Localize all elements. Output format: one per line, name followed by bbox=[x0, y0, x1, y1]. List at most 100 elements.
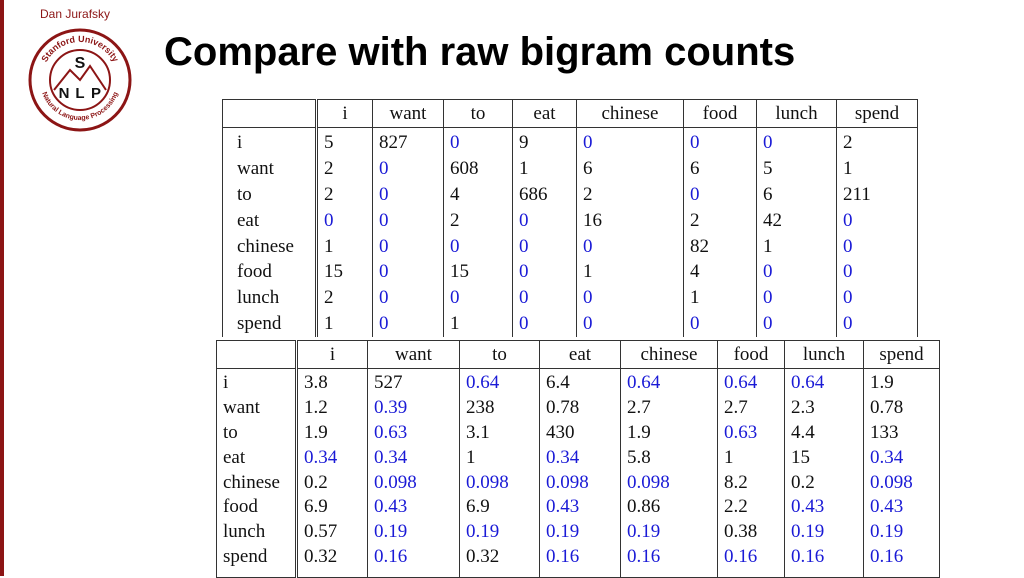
counts-column-header: to bbox=[443, 99, 513, 128]
counts-cell: 0 bbox=[756, 311, 837, 338]
reconstituted-cell: 0.098 bbox=[863, 470, 940, 495]
reconstituted-row-label: i bbox=[216, 367, 297, 396]
reconstituted-cell: 0.43 bbox=[539, 494, 621, 520]
reconstituted-cell: 1 bbox=[459, 445, 540, 471]
reconstituted-cell: 0.16 bbox=[367, 544, 460, 578]
bigram-counts-table: i want to eat chinese food lunch spend i 5 827 0 9 0 0… bbox=[222, 99, 918, 338]
logo-letter-p: P bbox=[91, 85, 101, 102]
slide-title: Compare with raw bigram counts bbox=[164, 30, 796, 74]
reconstituted-cell: 1 bbox=[717, 445, 785, 471]
counts-cell: 2 bbox=[576, 181, 684, 208]
counts-cell: 1 bbox=[683, 285, 757, 312]
counts-cell: 211 bbox=[836, 181, 918, 208]
reconstituted-column-header: i bbox=[295, 340, 368, 369]
reconstituted-cell: 0.19 bbox=[784, 519, 864, 545]
counts-row-label: chinese bbox=[222, 233, 317, 260]
counts-cell: 4 bbox=[443, 181, 513, 208]
stanford-nlp-logo: Stanford University Natural Language Pro… bbox=[28, 28, 132, 132]
counts-cell: 9 bbox=[512, 126, 577, 156]
counts-cell: 0 bbox=[372, 155, 444, 182]
reconstituted-row: food 6.9 0.43 6.9 0.43 0.86 2.2 0.43 0.43 bbox=[216, 494, 940, 520]
counts-column-header: eat bbox=[512, 99, 577, 128]
reconstituted-cell: 0.43 bbox=[863, 494, 940, 520]
counts-cell: 0 bbox=[372, 311, 444, 338]
counts-row: eat 0 0 2 0 16 2 42 0 bbox=[222, 207, 918, 234]
reconstituted-row-label: want bbox=[216, 395, 297, 421]
counts-cell: 0 bbox=[372, 233, 444, 260]
counts-cell: 0 bbox=[836, 207, 918, 234]
reconstituted-header-row: i want to eat chinese food lunch spend bbox=[216, 340, 940, 369]
counts-cell: 2 bbox=[315, 155, 373, 182]
counts-cell: 0 bbox=[512, 207, 577, 234]
logo-letter-s: S bbox=[75, 55, 86, 72]
reconstituted-cell: 0.32 bbox=[459, 544, 540, 578]
reconstituted-row: spend 0.32 0.16 0.32 0.16 0.16 0.16 0.16 0.16 bbox=[216, 544, 940, 578]
counts-cell: 2 bbox=[443, 207, 513, 234]
reconstituted-cell: 430 bbox=[539, 420, 621, 446]
reconstituted-cell: 0.19 bbox=[620, 519, 718, 545]
reconstituted-cell: 0.19 bbox=[459, 519, 540, 545]
reconstituted-cell: 0.16 bbox=[620, 544, 718, 578]
counts-cell: 6 bbox=[683, 155, 757, 182]
logo-letter-l: L bbox=[75, 85, 84, 102]
reconstituted-cell: 2.7 bbox=[717, 395, 785, 421]
counts-cell: 42 bbox=[756, 207, 837, 234]
counts-row-label: eat bbox=[222, 207, 317, 234]
reconstituted-cell: 1.9 bbox=[620, 420, 718, 446]
reconstituted-cell: 0.16 bbox=[863, 544, 940, 578]
counts-cell: 0 bbox=[512, 233, 577, 260]
reconstituted-cell: 1.9 bbox=[863, 367, 940, 396]
reconstituted-row: to 1.9 0.63 3.1 430 1.9 0.63 4.4 133 bbox=[216, 420, 940, 446]
counts-corner-cell bbox=[222, 99, 317, 128]
reconstituted-cell: 0.63 bbox=[717, 420, 785, 446]
logo-letter-n: N bbox=[59, 85, 70, 102]
counts-cell: 0 bbox=[443, 233, 513, 260]
reconstituted-counts-table: i want to eat chinese food lunch spend i 3.8 527 0.… bbox=[216, 340, 940, 578]
reconstituted-cell: 2.7 bbox=[620, 395, 718, 421]
reconstituted-cell: 0.098 bbox=[539, 470, 621, 495]
reconstituted-column-header: eat bbox=[539, 340, 621, 369]
reconstituted-cell: 2.2 bbox=[717, 494, 785, 520]
counts-cell: 1 bbox=[315, 233, 373, 260]
counts-cell: 2 bbox=[683, 207, 757, 234]
reconstituted-cell: 238 bbox=[459, 395, 540, 421]
reconstituted-cell: 527 bbox=[367, 367, 460, 396]
counts-cell: 0 bbox=[576, 126, 684, 156]
reconstituted-cell: 1.2 bbox=[295, 395, 368, 421]
counts-cell: 5 bbox=[756, 155, 837, 182]
counts-column-header: food bbox=[683, 99, 757, 128]
counts-row: i 5 827 0 9 0 0 0 2 bbox=[222, 126, 918, 156]
counts-cell: 2 bbox=[836, 126, 918, 156]
counts-column-header: want bbox=[372, 99, 444, 128]
counts-cell: 0 bbox=[372, 181, 444, 208]
reconstituted-cell: 0.34 bbox=[539, 445, 621, 471]
left-accent-bar bbox=[0, 0, 4, 576]
reconstituted-row: chinese 0.2 0.098 0.098 0.098 0.098 8.2 0.2 0.09… bbox=[216, 470, 940, 495]
counts-cell: 0 bbox=[512, 285, 577, 312]
counts-cell: 0 bbox=[443, 285, 513, 312]
reconstituted-cell: 0.57 bbox=[295, 519, 368, 545]
reconstituted-cell: 3.8 bbox=[295, 367, 368, 396]
counts-column-header: spend bbox=[836, 99, 918, 128]
reconstituted-row: i 3.8 527 0.64 6.4 0.64 0.64 0.64 1.9 bbox=[216, 367, 940, 396]
reconstituted-row: want 1.2 0.39 238 0.78 2.7 2.7 2.3 0.78 bbox=[216, 395, 940, 421]
counts-cell: 0 bbox=[512, 259, 577, 286]
reconstituted-cell: 0.38 bbox=[717, 519, 785, 545]
counts-cell: 1 bbox=[315, 311, 373, 338]
counts-row: spend 1 0 1 0 0 0 0 0 bbox=[222, 311, 918, 338]
reconstituted-cell: 0.64 bbox=[459, 367, 540, 396]
counts-cell: 0 bbox=[836, 311, 918, 338]
reconstituted-row: eat 0.34 0.34 1 0.34 5.8 1 15 0.34 bbox=[216, 445, 940, 471]
reconstituted-row-label: food bbox=[216, 494, 297, 520]
counts-cell: 1 bbox=[756, 233, 837, 260]
reconstituted-cell: 6.4 bbox=[539, 367, 621, 396]
reconstituted-cell: 1.9 bbox=[295, 420, 368, 446]
counts-cell: 0 bbox=[683, 126, 757, 156]
counts-cell: 0 bbox=[683, 311, 757, 338]
counts-cell: 2 bbox=[315, 181, 373, 208]
counts-cell: 0 bbox=[372, 207, 444, 234]
reconstituted-row-label: to bbox=[216, 420, 297, 446]
counts-cell: 1 bbox=[836, 155, 918, 182]
counts-row-label: i bbox=[222, 126, 317, 156]
reconstituted-cell: 0.43 bbox=[784, 494, 864, 520]
